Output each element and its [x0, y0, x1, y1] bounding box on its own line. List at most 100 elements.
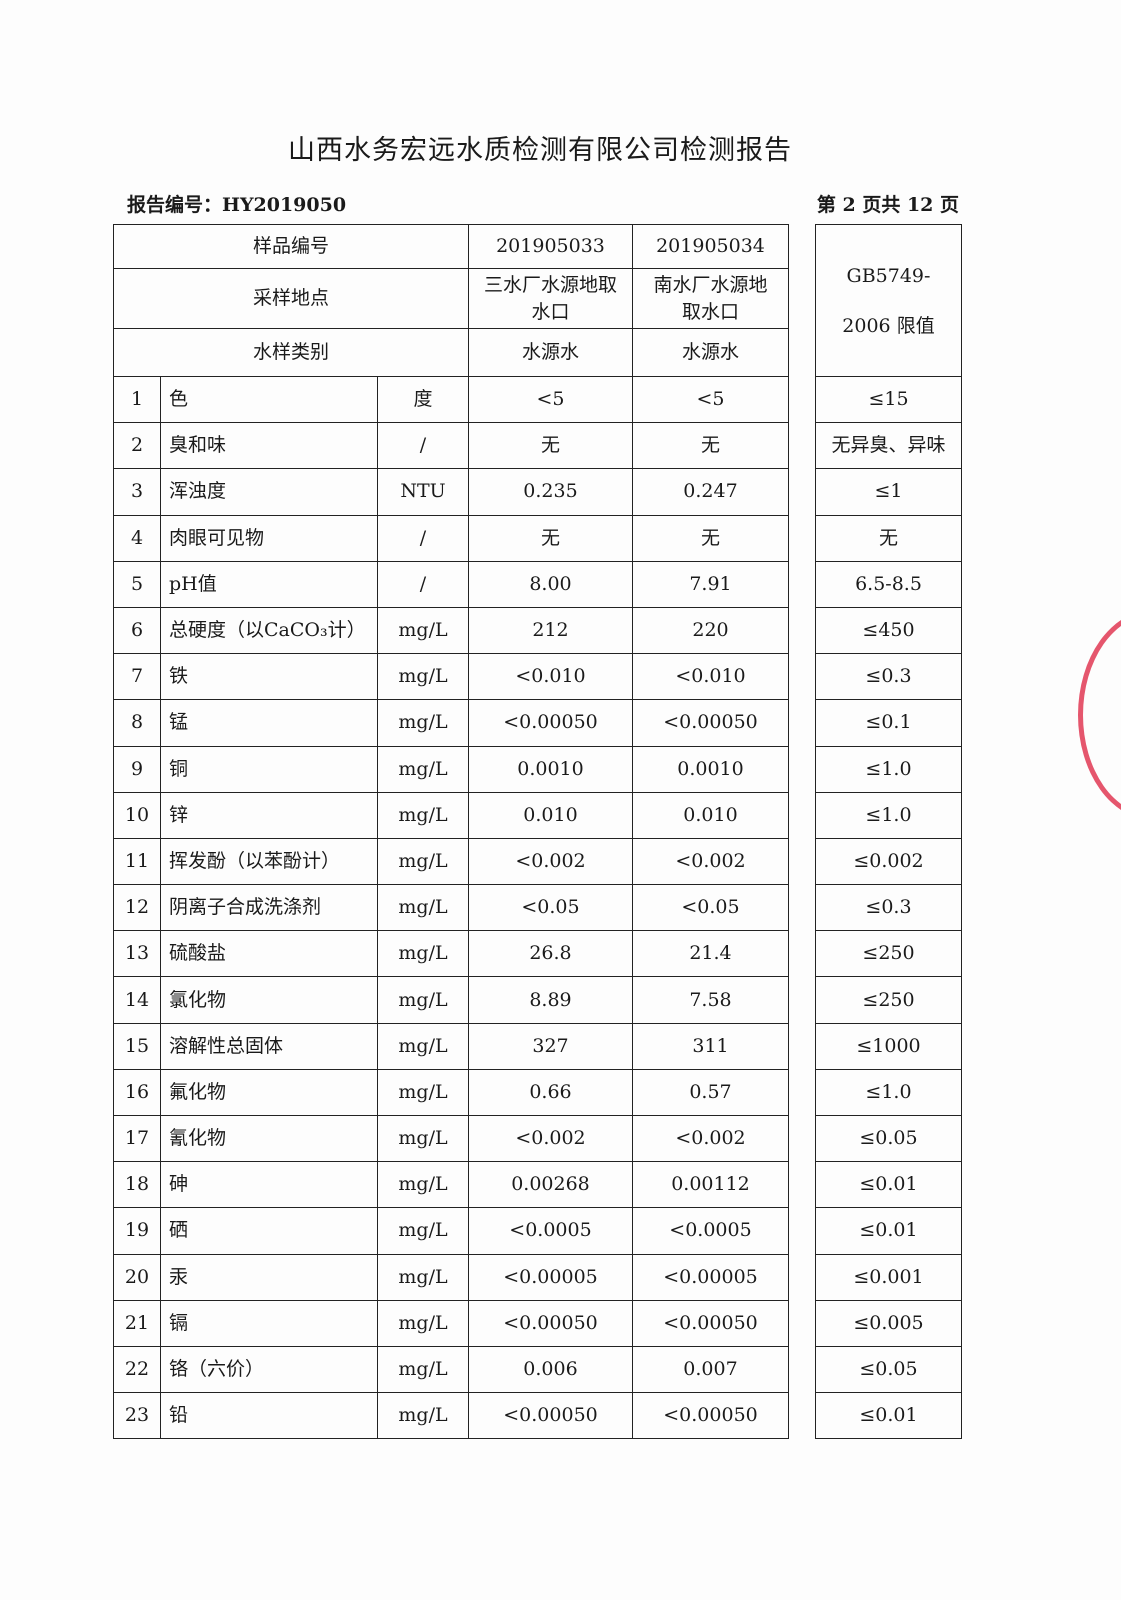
unit: mg/L [377, 1299, 469, 1347]
limit-row: ≤0.05 [815, 1114, 962, 1163]
value-sample-2: 无 [632, 514, 789, 562]
value-sample-1: 212 [468, 606, 633, 655]
unit: mg/L [377, 837, 469, 886]
limit-row: ≤0.01 [815, 1392, 962, 1440]
unit: mg/L [377, 976, 469, 1024]
value-sample-2: 220 [632, 606, 789, 655]
unit: mg/L [377, 699, 469, 747]
value-sample-1: 0.235 [468, 468, 633, 516]
table-row: 5 pH值/8.00 7.91 [113, 560, 789, 608]
limit-value: ≤1 [815, 468, 962, 516]
limit-value: ≤1.0 [815, 791, 962, 839]
value-sample-2: 0.00112 [632, 1161, 789, 1209]
limit-value: ≤450 [815, 606, 962, 655]
parameter-name: 铁 [160, 653, 378, 701]
limit-value: 6.5-8.5 [815, 560, 962, 608]
parameter-name: 氰化物 [160, 1114, 378, 1163]
limit-row: ≤0.001 [815, 1253, 962, 1301]
parameter-name: 肉眼可见物 [160, 514, 378, 562]
parameter-name: 铅 [160, 1392, 378, 1440]
value-sample-1: 0.66 [468, 1068, 633, 1117]
row-number: 17 [113, 1114, 161, 1163]
company-seal [1078, 610, 1121, 820]
table-row: 15 溶解性总固体 mg/L 327 311 [113, 1022, 789, 1070]
row-number: 12 [113, 884, 161, 932]
table-row: 7 铁 mg/L <0.010 <0.010 [113, 653, 789, 701]
value-sample-2: 0.57 [632, 1068, 789, 1117]
value-sample-1: 0.0010 [468, 745, 633, 793]
row-number: 18 [113, 1161, 161, 1209]
parameter-name: 硒 [160, 1207, 378, 1255]
value-sample-1: <0.0005 [468, 1207, 633, 1255]
parameter-name: 氟化物 [160, 1068, 378, 1117]
limit-row: ≤0.01 [815, 1207, 962, 1255]
value-sample-1: 327 [468, 1022, 633, 1070]
value-sample-1: 无 [468, 514, 633, 562]
unit: NTU [377, 468, 469, 516]
row-number: 5 [113, 560, 161, 608]
value-sample-1: <0.00050 [468, 1392, 633, 1440]
row-number: 23 [113, 1392, 161, 1440]
limit-row: ≤250 [815, 976, 962, 1024]
value-sample-1: 0.010 [468, 791, 633, 839]
parameter-name: 硫酸盐 [160, 930, 378, 978]
parameter-name: 镉 [160, 1299, 378, 1347]
row-number: 1 [113, 375, 161, 424]
limit-row: ≤15 [815, 375, 962, 424]
value-sample-1: <5 [468, 375, 633, 424]
parameter-name: 铜 [160, 745, 378, 793]
report-title: 山西水务宏远水质检测有限公司检测报告 [288, 135, 792, 166]
value-sample-2: <0.0005 [632, 1207, 789, 1255]
table-row: 23 铅 mg/L <0.00050 <0.00050 [113, 1392, 789, 1440]
parameter-name: pH值 [160, 560, 378, 608]
results-table: 样品编号 201905033 201905034 采样地点 三水厂水源地取水口 … [113, 224, 789, 1440]
row-number: 22 [113, 1345, 161, 1394]
parameter-name: 色 [160, 375, 378, 424]
table-row: 22 铬（六价） mg/L 0.006 0.007 [113, 1345, 789, 1394]
parameter-name: 浑浊度 [160, 468, 378, 516]
sample-id-label: 样品编号 [113, 224, 469, 269]
type-label: 水样类别 [113, 328, 469, 377]
report-number: 报告编号：HY2019050 [127, 194, 347, 216]
table-row: 1 色度 <5 <5 [113, 375, 789, 424]
limit-row: ≤1.0 [815, 1068, 962, 1117]
unit: mg/L [377, 791, 469, 839]
limit-row: ≤1.0 [815, 791, 962, 839]
row-number: 6 [113, 606, 161, 655]
limit-value: ≤0.001 [815, 1253, 962, 1301]
row-number: 20 [113, 1253, 161, 1301]
value-sample-2: 7.91 [632, 560, 789, 608]
value-sample-1: 8.00 [468, 560, 633, 608]
value-sample-1: 无 [468, 422, 633, 470]
limit-value: ≤0.05 [815, 1345, 962, 1394]
value-sample-2: <0.00050 [632, 1392, 789, 1440]
limit-value: ≤0.01 [815, 1392, 962, 1440]
value-sample-2: <0.002 [632, 837, 789, 886]
limit-row: 无 [815, 514, 962, 562]
limit-row: ≤250 [815, 930, 962, 978]
value-sample-2: <0.002 [632, 1114, 789, 1163]
limit-row: 6.5-8.5 [815, 560, 962, 608]
value-sample-1: 26.8 [468, 930, 633, 978]
parameter-name: 氯化物 [160, 976, 378, 1024]
row-number: 2 [113, 422, 161, 470]
limit-row: ≤1 [815, 468, 962, 516]
limit-value: ≤0.002 [815, 837, 962, 886]
limit-value: ≤0.005 [815, 1299, 962, 1347]
table-row: 17 氰化物 mg/L <0.002 <0.002 [113, 1114, 789, 1163]
row-number: 13 [113, 930, 161, 978]
value-sample-1: <0.00050 [468, 1299, 633, 1347]
parameter-name: 挥发酚（以苯酚计） [160, 837, 378, 886]
limit-row: ≤0.3 [815, 884, 962, 932]
row-number: 14 [113, 976, 161, 1024]
water-type: 水源水 [632, 328, 789, 377]
parameter-name: 砷 [160, 1161, 378, 1209]
water-type: 水源水 [468, 328, 633, 377]
limit-value: ≤0.01 [815, 1207, 962, 1255]
location: 南水厂水源地取水口 [632, 268, 789, 329]
row-number: 16 [113, 1068, 161, 1117]
value-sample-2: 21.4 [632, 930, 789, 978]
limit-value: ≤1.0 [815, 745, 962, 793]
value-sample-2: <0.00050 [632, 1299, 789, 1347]
table-row: 21 镉 mg/L <0.00050 <0.00050 [113, 1299, 789, 1347]
